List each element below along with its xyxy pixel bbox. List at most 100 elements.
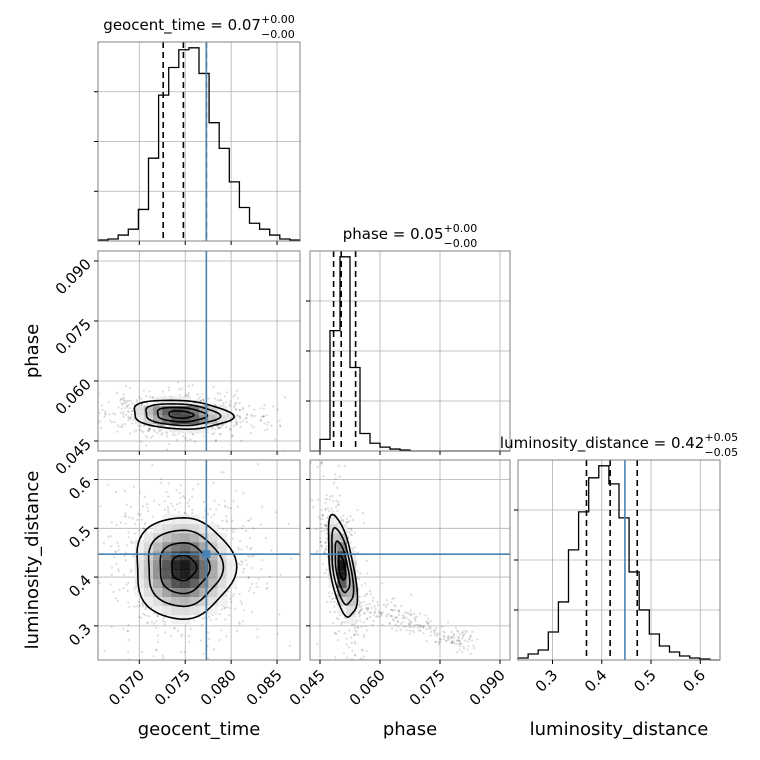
sample-point: [445, 639, 448, 642]
sample-point: [236, 389, 239, 392]
sample-point: [434, 640, 437, 644]
density-cell: [180, 405, 191, 416]
sample-point: [245, 545, 248, 549]
sample-point: [216, 424, 219, 428]
sample-point: [148, 390, 151, 393]
sample-point: [244, 417, 247, 420]
density-cell: [180, 560, 191, 570]
sample-point: [178, 491, 181, 495]
sample-point: [364, 582, 367, 585]
sample-point: [321, 518, 324, 521]
sample-point: [130, 410, 133, 413]
sample-point: [222, 528, 225, 531]
sample-point: [144, 614, 147, 617]
sample-point: [219, 432, 222, 436]
sample-point: [117, 549, 120, 552]
sample-point: [333, 473, 337, 476]
density-cell: [153, 523, 163, 534]
sample-point: [224, 618, 227, 621]
density-cell: [189, 560, 200, 570]
sample-point: [242, 524, 245, 528]
sample-point: [391, 609, 394, 612]
sample-point: [218, 433, 221, 436]
sample-point: [146, 622, 149, 625]
sample-point: [440, 625, 443, 628]
sample-point: [130, 540, 133, 543]
sample-point: [319, 517, 322, 520]
sample-point: [232, 395, 235, 398]
density-cell: [162, 596, 173, 607]
title-minus: −0.00: [261, 28, 295, 41]
sample-point: [116, 424, 120, 427]
density-cell: [208, 532, 218, 543]
sample-point: [338, 630, 341, 633]
sample-point: [350, 641, 353, 645]
sample-point: [458, 640, 461, 643]
sample-point: [400, 604, 403, 608]
sample-point: [161, 654, 164, 657]
sample-point: [333, 631, 336, 634]
density-cell: [208, 414, 218, 425]
sample-point: [142, 612, 145, 616]
sample-point: [351, 519, 354, 522]
sample-point: [238, 593, 241, 596]
x-tick-label: 0.3: [532, 666, 562, 696]
sample-point: [240, 548, 243, 551]
grid: [310, 251, 510, 451]
density-cell: [180, 569, 191, 579]
sample-point: [183, 511, 186, 514]
sample-point: [397, 625, 400, 628]
sample-point: [163, 623, 166, 626]
sample-point: [132, 418, 135, 421]
density-cell: [328, 550, 338, 561]
sample-point: [463, 639, 467, 642]
sample-point: [462, 634, 465, 637]
density-cell: [189, 587, 200, 597]
sample-point: [350, 534, 354, 537]
sample-point: [370, 606, 373, 610]
sample-point: [332, 622, 335, 625]
sample-point: [320, 544, 323, 547]
sample-point: [150, 621, 153, 624]
sample-point: [137, 424, 140, 427]
sample-point: [315, 642, 318, 645]
sample-point: [165, 491, 168, 494]
sample-point: [228, 416, 231, 420]
sample-point: [189, 628, 192, 631]
sample-point: [357, 625, 360, 629]
sample-point: [235, 422, 238, 425]
sample-point: [140, 616, 143, 619]
sample-point: [98, 581, 101, 585]
x-tick-label: 0.045: [286, 666, 329, 709]
sample-point: [334, 656, 337, 659]
sample-point: [249, 451, 251, 453]
sample-point: [214, 439, 217, 442]
sample-point: [261, 505, 264, 509]
density-cell: [189, 414, 200, 425]
sample-point: [162, 656, 165, 660]
density-cell: [162, 587, 173, 597]
density-cell: [162, 560, 173, 570]
sample-point: [335, 590, 338, 593]
contour-2-sigma: [136, 516, 238, 621]
sample-point: [199, 400, 202, 403]
sample-point: [471, 639, 474, 642]
sample-point: [112, 590, 115, 594]
sample-point: [187, 663, 189, 665]
sample-point: [122, 410, 125, 414]
sample-point: [378, 616, 381, 619]
sample-point: [399, 622, 402, 626]
sample-point: [390, 614, 393, 617]
sample-point: [183, 650, 186, 654]
title-minus: −0.00: [444, 237, 478, 250]
sample-point: [317, 515, 320, 518]
sample-point: [335, 505, 338, 508]
sample-point: [413, 612, 416, 615]
density-cell: [346, 578, 357, 588]
sample-point: [330, 507, 333, 510]
sample-point: [425, 620, 428, 623]
sample-point: [231, 528, 234, 531]
density-cell: [180, 587, 191, 597]
sample-point: [469, 634, 472, 637]
sample-point: [362, 634, 365, 637]
